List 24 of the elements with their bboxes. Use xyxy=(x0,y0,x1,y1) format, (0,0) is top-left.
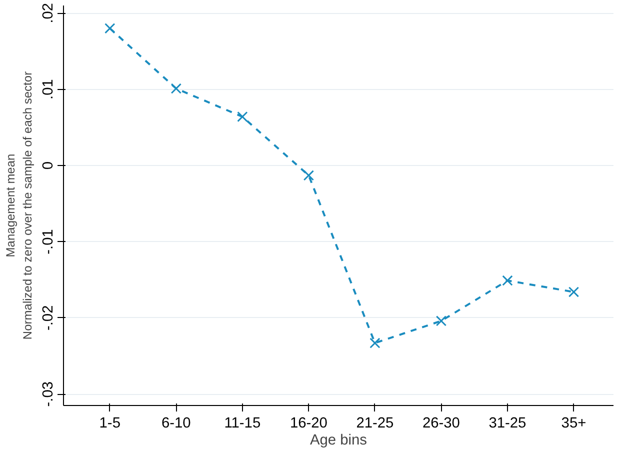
point xyxy=(370,338,380,348)
point xyxy=(436,316,447,326)
point xyxy=(104,23,116,34)
y-tick-label: .02 xyxy=(40,2,56,24)
x-tick-label: 11-15 xyxy=(224,416,261,432)
x-tick-label: 21-25 xyxy=(356,416,394,432)
y-tick-label: .01 xyxy=(40,79,56,100)
x-tick-label: 26-30 xyxy=(422,416,460,432)
point xyxy=(170,83,182,94)
y-tick-label: 0 xyxy=(40,161,56,170)
x-tick-label: 1-5 xyxy=(99,416,120,432)
y-tick-label: -.03 xyxy=(40,381,56,407)
x-tick-label: 6-10 xyxy=(161,416,191,432)
x-tick-label: 35+ xyxy=(561,416,586,432)
point xyxy=(568,286,580,298)
point xyxy=(502,275,513,286)
point xyxy=(237,111,248,122)
x-axis-title: Age bins xyxy=(310,432,368,448)
x-tick-label: 31-25 xyxy=(488,416,526,432)
y-axis-title: Management mean Normalized to zero over the sample of each sector xyxy=(4,71,34,340)
y-tick-label: -.01 xyxy=(40,229,56,254)
y-tick-label: -.02 xyxy=(40,305,56,331)
point xyxy=(303,170,314,181)
x-tick-label: 16-20 xyxy=(290,416,328,432)
